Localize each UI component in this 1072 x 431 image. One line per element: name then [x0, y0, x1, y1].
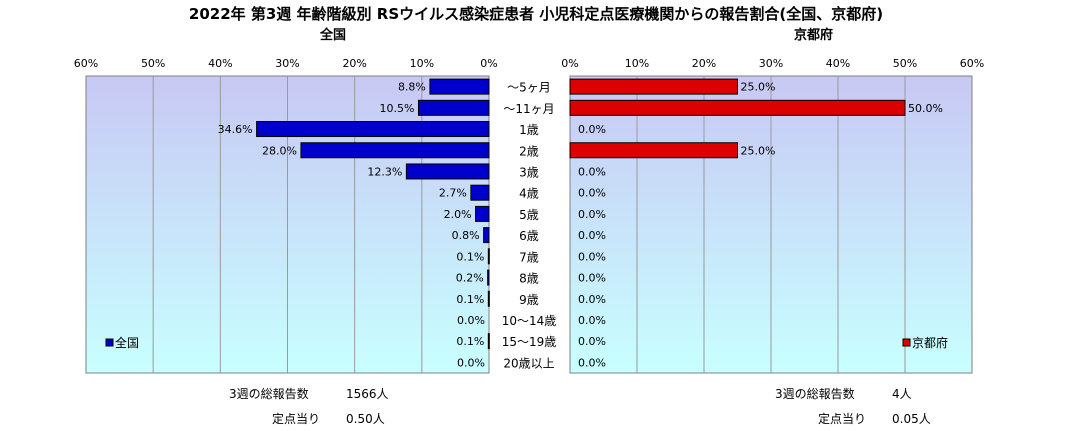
chart-title: 2022年 第3週 年齢階級別 RSウイルス感染症患者 小児科定点医療機関からの… — [188, 5, 884, 23]
legend-national-label: 全国 — [115, 335, 139, 350]
left-subtitle: 全国 — [320, 28, 347, 43]
kyoto-value-label: 0.0% — [578, 165, 606, 178]
kyoto-tick-label: 10% — [625, 57, 649, 70]
category-label: 2歳 — [519, 144, 539, 158]
kyoto-per-label: 定点当り — [818, 412, 867, 426]
national-tick-label: 20% — [342, 57, 366, 70]
national-bar — [475, 205, 490, 222]
national-tick-label: 30% — [275, 57, 299, 70]
category-label: 15～19歳 — [502, 335, 557, 349]
kyoto-tick-label: 20% — [692, 57, 716, 70]
national-bar — [256, 121, 490, 138]
national-bar — [405, 163, 490, 180]
kyoto-value-label: 50.0% — [908, 102, 943, 115]
national-value-label: 34.6% — [218, 123, 253, 136]
kyoto-value-label: 0.0% — [578, 293, 606, 306]
national-value-label: 2.7% — [439, 187, 467, 200]
kyoto-tick-label: 40% — [826, 57, 850, 70]
kyoto-value-label: 0.0% — [578, 229, 606, 242]
national-total-value: 1566人 — [346, 387, 389, 401]
kyoto-tick-label: 0% — [561, 57, 578, 70]
national-bar — [483, 227, 490, 244]
kyoto-total-value: 4人 — [892, 387, 912, 401]
kyoto-value-label: 0.0% — [578, 250, 606, 263]
category-label: 1歳 — [519, 123, 539, 137]
category-label: 6歳 — [519, 229, 539, 243]
national-value-label: 28.0% — [262, 144, 297, 157]
national-tick-label: 60% — [74, 57, 98, 70]
national-value-label: 0.0% — [457, 314, 485, 327]
national-value-label: 0.8% — [452, 229, 480, 242]
national-value-label: 8.8% — [398, 81, 426, 94]
national-value-label: 2.0% — [444, 208, 472, 221]
category-label: 5歳 — [519, 208, 539, 222]
national-per-label: 定点当り — [272, 412, 321, 426]
national-bar — [487, 290, 490, 307]
category-label: 8歳 — [519, 272, 539, 286]
national-tick-label: 10% — [410, 57, 434, 70]
category-label: 9歳 — [519, 293, 539, 307]
national-value-label: 0.0% — [457, 356, 485, 369]
national-bar — [487, 269, 490, 286]
national-value-label: 12.3% — [367, 165, 402, 178]
kyoto-tick-label: 60% — [960, 57, 984, 70]
kyoto-bar — [569, 78, 738, 95]
kyoto-value-label: 25.0% — [741, 81, 776, 94]
national-bar — [487, 333, 490, 350]
right-subtitle: 京都府 — [794, 28, 834, 43]
kyoto-tick-label: 50% — [893, 57, 917, 70]
kyoto-value-label: 0.0% — [578, 314, 606, 327]
legend-national-swatch — [105, 338, 114, 347]
national-bar — [487, 248, 490, 265]
legend-kyoto-label: 京都府 — [912, 335, 948, 350]
kyoto-tick-label: 30% — [759, 57, 783, 70]
kyoto-value-label: 0.0% — [578, 187, 606, 200]
kyoto-value-label: 0.0% — [578, 356, 606, 369]
national-value-label: 10.5% — [380, 102, 415, 115]
kyoto-value-label: 0.0% — [578, 335, 606, 348]
kyoto-bar — [569, 99, 906, 116]
legend-kyoto-swatch — [902, 338, 911, 347]
national-value-label: 0.1% — [456, 335, 484, 348]
kyoto-value-label: 25.0% — [741, 144, 776, 157]
category-label: 10～14歳 — [502, 314, 557, 328]
kyoto-value-label: 0.0% — [578, 272, 606, 285]
national-bar — [417, 99, 490, 116]
national-value-label: 0.1% — [456, 250, 484, 263]
kyoto-value-label: 0.0% — [578, 208, 606, 221]
national-bar — [300, 142, 490, 159]
national-tick-label: 40% — [208, 57, 232, 70]
national-value-label: 0.1% — [456, 293, 484, 306]
national-tick-label: 50% — [141, 57, 165, 70]
kyoto-bar — [569, 142, 738, 159]
national-bar — [470, 184, 490, 201]
kyoto-value-label: 0.0% — [578, 123, 606, 136]
national-per-value: 0.50人 — [346, 412, 385, 426]
kyoto-per-value: 0.05人 — [892, 412, 931, 426]
national-total-label: 3週の総報告数 — [229, 387, 309, 401]
national-bar — [429, 78, 490, 95]
category-label: 7歳 — [519, 250, 539, 264]
category-label: 4歳 — [519, 187, 539, 201]
category-label: 3歳 — [519, 165, 539, 179]
kyoto-total-label: 3週の総報告数 — [775, 387, 855, 401]
category-label: ～11ヶ月 — [503, 102, 554, 116]
category-label: ～5ヶ月 — [507, 81, 551, 95]
national-tick-label: 0% — [480, 57, 497, 70]
category-label: 20歳以上 — [503, 356, 554, 370]
national-value-label: 0.2% — [456, 272, 484, 285]
